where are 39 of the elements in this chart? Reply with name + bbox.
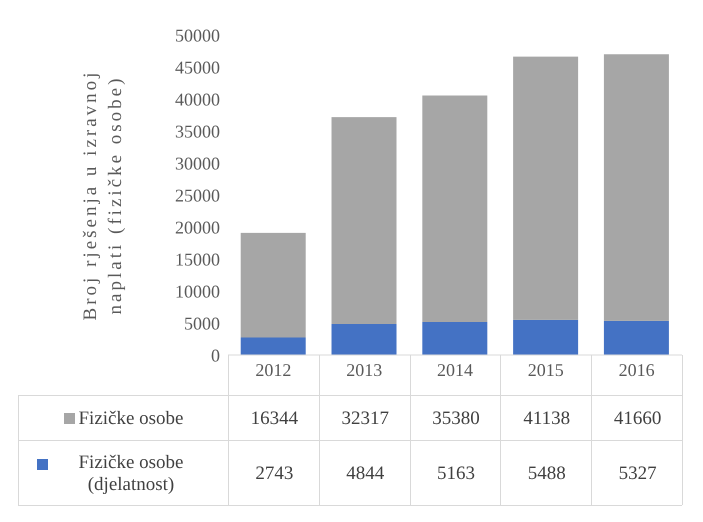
data-label: 5488 xyxy=(500,440,592,506)
data-label: 5163 xyxy=(410,440,502,506)
data-label: 5327 xyxy=(591,440,683,506)
y-tick-label: 25000 xyxy=(175,185,220,206)
y-tick-label: 50000 xyxy=(175,25,220,46)
x-tick-label: 2015 xyxy=(528,360,564,380)
data-label: 41660 xyxy=(591,395,683,441)
y-tick-label: 45000 xyxy=(175,57,220,78)
data-label: 4844 xyxy=(318,440,411,506)
bar xyxy=(332,117,397,324)
y-axis-title: Broj rješenja u izravnoj naplati (fizičke osobe) xyxy=(79,68,127,322)
bar xyxy=(604,54,669,321)
bar xyxy=(422,96,488,322)
x-tick-label: 2012 xyxy=(255,360,292,380)
bar xyxy=(240,232,306,338)
data-label: 41138 xyxy=(500,395,592,441)
bar xyxy=(513,56,578,320)
y-tick-label: 0 xyxy=(211,345,220,366)
data-label: 35380 xyxy=(410,395,502,441)
y-tick-label: 40000 xyxy=(175,89,220,110)
data-label: 32317 xyxy=(318,395,411,441)
y-tick-label: 10000 xyxy=(175,281,220,302)
data-label: 2743 xyxy=(228,440,320,506)
data-label: 16344 xyxy=(228,395,320,441)
bar xyxy=(513,320,578,355)
y-tick-label: 5000 xyxy=(184,313,220,334)
x-tick-label: 2013 xyxy=(346,360,382,380)
legend-label: Fizičke osobe (djelatnost) xyxy=(77,452,184,496)
x-tick-label: 2016 xyxy=(618,360,655,380)
y-tick-label: 15000 xyxy=(175,249,220,270)
bar xyxy=(332,324,397,355)
y-tick-label: 30000 xyxy=(175,153,220,174)
bar xyxy=(604,320,669,355)
y-tick-label: 20000 xyxy=(175,217,220,238)
x-tick-label: 2014 xyxy=(437,360,473,380)
bar xyxy=(422,322,488,355)
legend-label: Fizičke osobe xyxy=(78,408,184,430)
bar xyxy=(240,337,306,355)
y-tick-label: 35000 xyxy=(175,121,220,142)
